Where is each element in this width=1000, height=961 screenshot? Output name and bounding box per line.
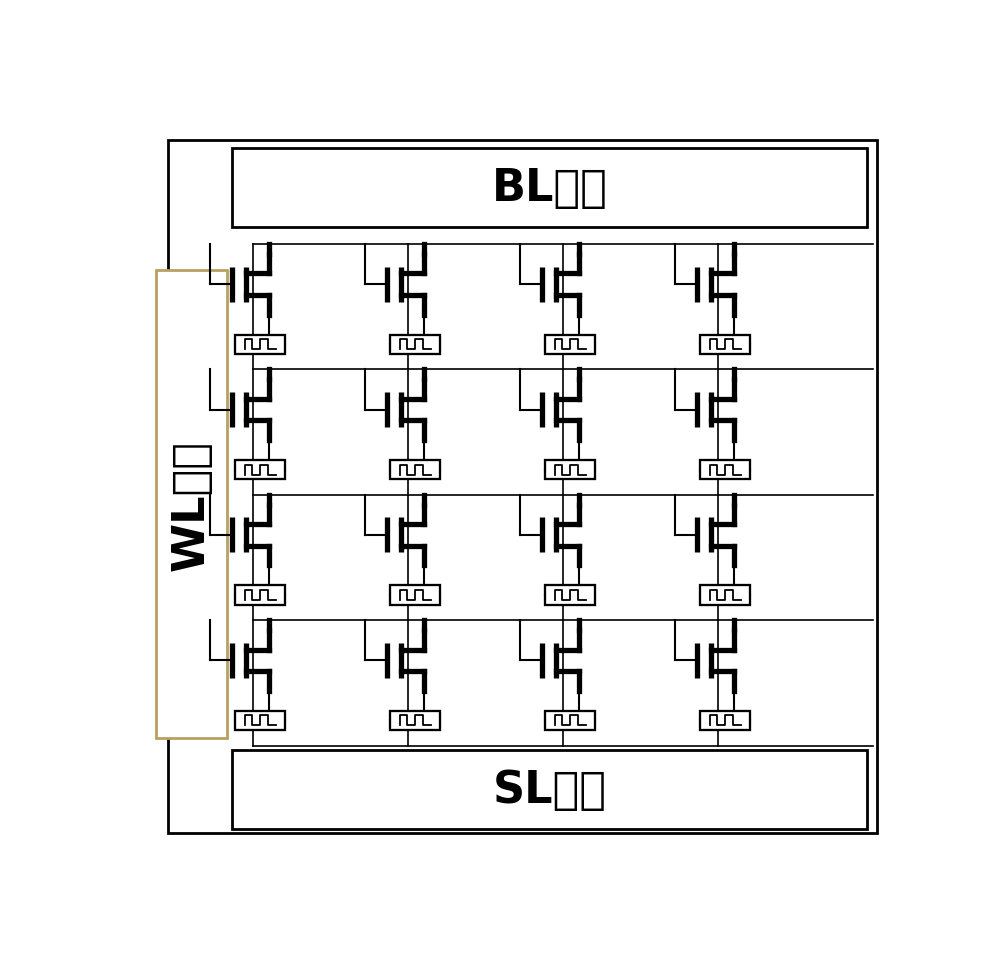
Bar (700, 711, 750, 730)
Bar (700, 335, 750, 355)
Bar (545, 460, 595, 480)
Bar (545, 711, 595, 730)
Bar (232, 149, 867, 228)
Bar (235, 586, 285, 605)
Bar (235, 711, 285, 730)
Bar (232, 751, 867, 829)
Bar (235, 335, 285, 355)
Bar (390, 335, 440, 355)
Text: BL模块: BL模块 (492, 166, 608, 209)
Bar (700, 460, 750, 480)
Bar (390, 711, 440, 730)
Bar (545, 335, 595, 355)
Bar (390, 586, 440, 605)
Text: WL模块: WL模块 (170, 439, 213, 570)
Bar (545, 586, 595, 605)
Bar (700, 586, 750, 605)
Bar (235, 460, 285, 480)
Bar (390, 460, 440, 480)
Text: SL模块: SL模块 (493, 769, 607, 811)
Bar (156, 271, 227, 738)
